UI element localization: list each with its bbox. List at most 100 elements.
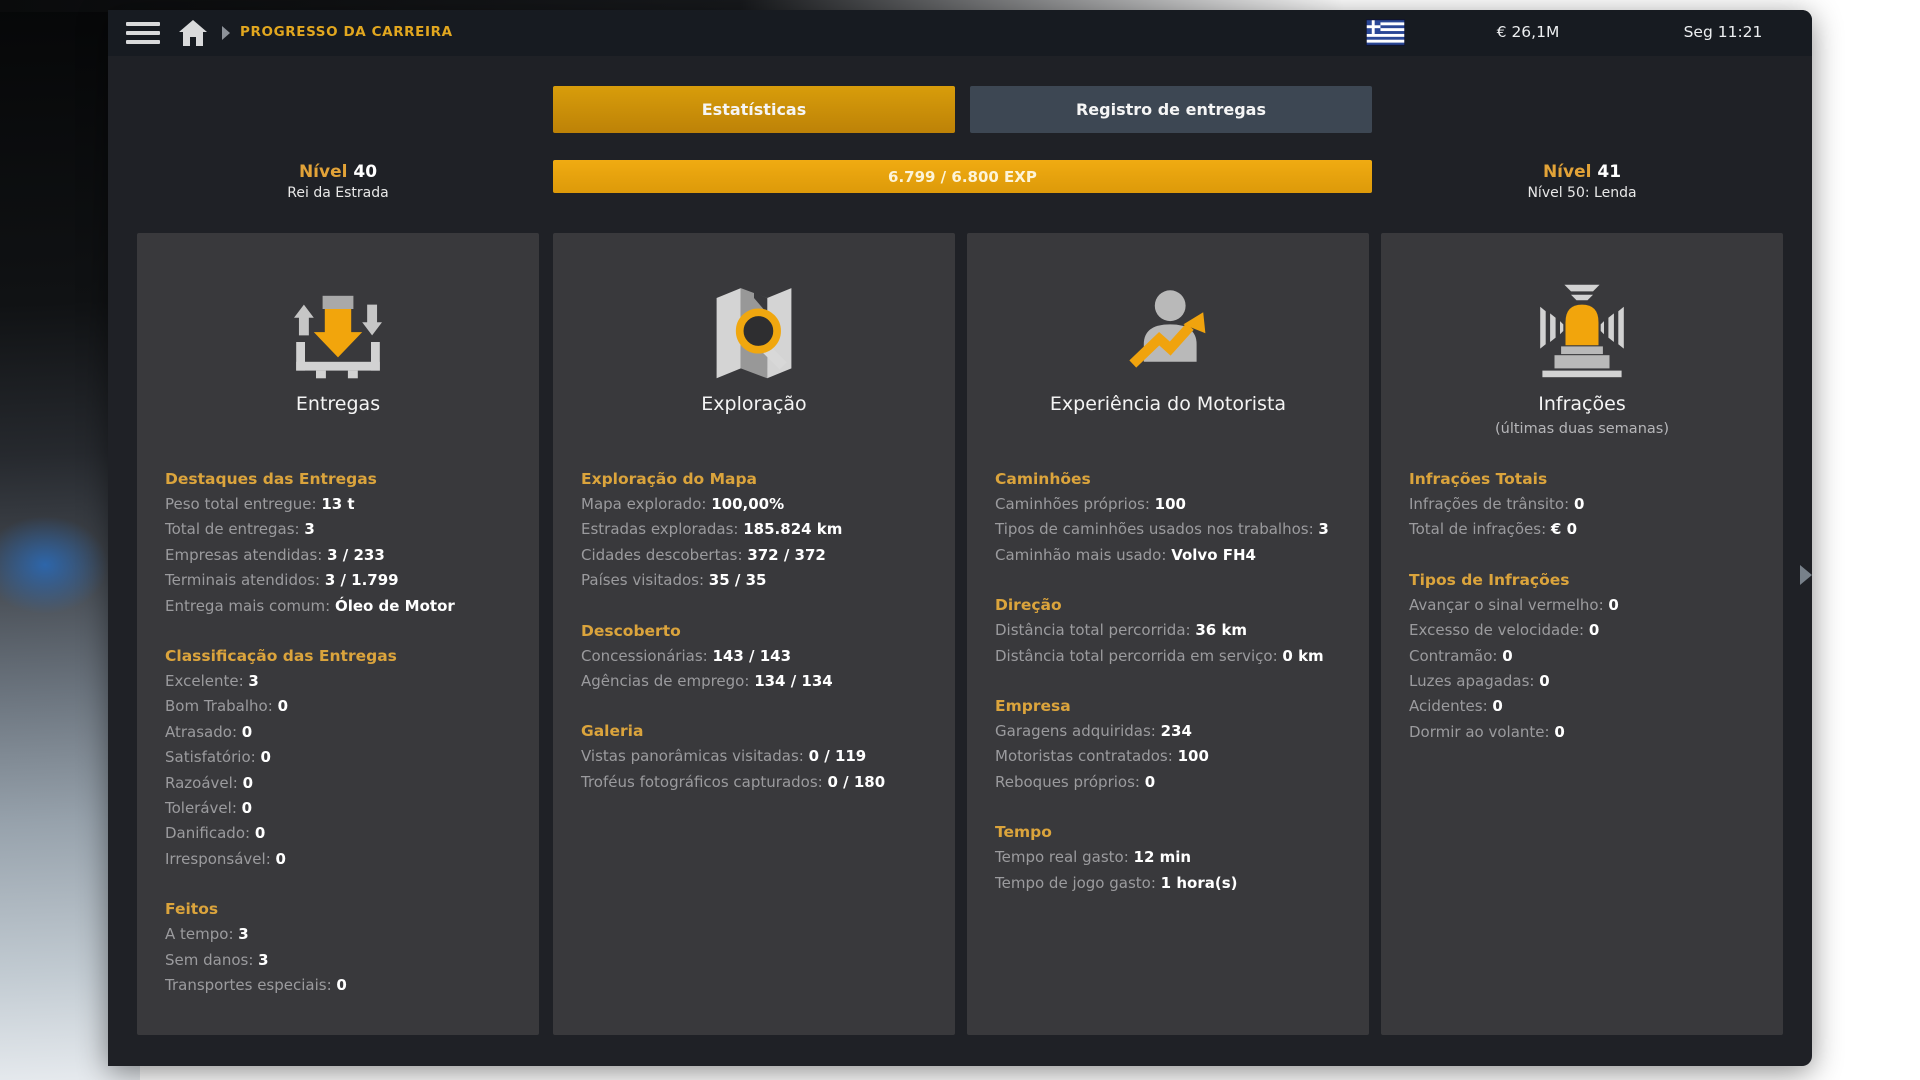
stat-value: 35 / 35 <box>708 571 767 590</box>
exp-progress-fill: 6.799 / 6.800 EXP <box>553 160 1372 193</box>
stat-label: Contramão: <box>1409 646 1503 665</box>
stat-value: 100,00% <box>711 495 785 513</box>
exp-progress-text: 6.799 / 6.800 EXP <box>888 167 1037 186</box>
stat-line: Cidades descobertas: 372 / 372 <box>581 543 939 568</box>
stat-line: Tempo real gasto: 12 min <box>995 845 1353 870</box>
stat-value: 0 <box>260 748 271 767</box>
stat-value: 100 <box>1177 747 1209 766</box>
stat-label: Peso total entregue: <box>165 495 322 513</box>
stat-value: 0 / 180 <box>827 772 886 791</box>
stat-line: Acidentes: 0 <box>1409 694 1767 719</box>
cargo-delivery-icon <box>137 271 539 391</box>
game-time: Seg 11:21 <box>1683 23 1763 41</box>
stat-line: Dormir ao volante: 0 <box>1409 720 1767 745</box>
stat-label: Países visitados: <box>581 571 709 590</box>
stat-label: Danificado: <box>165 824 255 843</box>
stat-label: Empresas atendidas: <box>165 545 328 564</box>
card-driver-experience: Experiência do Motorista Caminhões Caminh… <box>967 233 1369 1035</box>
stat-line: Irresponsável: 0 <box>165 847 523 872</box>
card-title: Entregas <box>295 393 381 415</box>
stat-label: Avançar o sinal vermelho: <box>1409 595 1609 614</box>
stat-label: Tipos de caminhões usados nos trabalhos: <box>995 520 1319 539</box>
stat-value: 185.824 km <box>743 520 843 539</box>
card-title: Infrações <box>1538 393 1626 415</box>
section-header: Tipos de Infrações <box>1409 570 1570 589</box>
section-header: Empresa <box>995 697 1071 716</box>
stat-line: Total de infrações: € 0 <box>1409 517 1767 542</box>
stat-label: Motoristas contratados: <box>995 747 1178 766</box>
stat-line: Concessionárias: 143 / 143 <box>581 644 939 669</box>
stat-label: Excelente: <box>165 672 249 691</box>
stat-label: Terminais atendidos: <box>165 571 325 590</box>
stat-line: Tempo de jogo gasto: 1 hora(s) <box>995 871 1353 896</box>
stat-line: Estradas exploradas: 185.824 km <box>581 517 939 542</box>
stat-value: 0 <box>1539 672 1550 691</box>
stat-line: Terminais atendidos: 3 / 1.799 <box>165 568 523 593</box>
stat-label: Sem danos: <box>165 950 259 969</box>
stat-value: € 0 <box>1550 520 1578 539</box>
stat-value: 0 km <box>1282 646 1324 665</box>
stat-label: Tolerável: <box>165 799 242 818</box>
stat-label: Cidades descobertas: <box>581 545 748 564</box>
menu-icon[interactable] <box>126 22 160 44</box>
exp-progress-bar: 6.799 / 6.800 EXP <box>553 160 1372 193</box>
stat-label: Excesso de velocidade: <box>1409 621 1589 640</box>
stat-line: Total de entregas: 3 <box>165 517 523 542</box>
stat-label: Agências de emprego: <box>581 672 755 691</box>
top-bar: PROGRESSO DA CARREIRA € 26,1M Seg 11:21 <box>108 10 1812 56</box>
stat-value: 0 <box>241 799 253 818</box>
stat-line: Empresas atendidas: 3 / 233 <box>165 543 523 568</box>
stat-line: Mapa explorado: 100,00% <box>581 492 939 517</box>
level-rank-title: Rei da Estrada <box>287 185 389 201</box>
section-header: Destaques das Entregas <box>165 470 377 488</box>
stat-line: Agências de emprego: 134 / 134 <box>581 669 939 694</box>
home-icon[interactable] <box>178 19 208 47</box>
tab-statistics[interactable]: Estatísticas <box>553 86 955 133</box>
stat-line: Razoável: 0 <box>165 771 523 796</box>
stat-value: 0 <box>277 697 288 716</box>
tab-delivery-log[interactable]: Registro de entregas <box>970 86 1372 133</box>
career-progress-panel: PROGRESSO DA CARREIRA € 26,1M Seg 11:21 … <box>108 10 1812 1066</box>
breadcrumb-chevron-icon <box>222 26 230 40</box>
stat-value: 3 / 1.799 <box>324 571 399 590</box>
stat-value: 100 <box>1154 495 1186 513</box>
stat-value: 143 / 143 <box>712 646 792 665</box>
stat-label: Dormir ao volante: <box>1409 722 1555 741</box>
stat-label: Troféus fotográficos capturados: <box>581 772 828 791</box>
stat-value: 0 <box>254 824 266 843</box>
stat-line: Avançar o sinal vermelho: 0 <box>1409 593 1767 618</box>
stat-line: Luzes apagadas: 0 <box>1409 669 1767 694</box>
stat-label: Acidentes: <box>1409 697 1493 716</box>
stat-label: Atrasado: <box>165 722 242 741</box>
stat-value: 0 <box>1608 595 1619 614</box>
stats-section: Tempo Tempo real gasto: 12 min Tempo de jo… <box>995 819 1353 896</box>
background-top-streak <box>0 0 1344 12</box>
driver-experience-icon <box>967 271 1369 391</box>
next-level-block: Nível 41 Nível 50: Lenda <box>1381 162 1783 201</box>
section-header: Infrações Totais <box>1409 470 1548 488</box>
stat-label: Transportes especiais: <box>165 976 337 995</box>
stat-value: 36 km <box>1195 621 1248 640</box>
stat-value: 0 <box>336 976 347 995</box>
stats-section: Galeria Vistas panorâmicas visitadas: 0 /… <box>581 718 939 795</box>
stat-label: Infrações de trânsito: <box>1409 495 1574 513</box>
stat-line: Países visitados: 35 / 35 <box>581 568 939 593</box>
stat-value: 3 <box>258 950 269 969</box>
stat-value: 0 <box>242 773 254 792</box>
stat-line: Peso total entregue: 13 t <box>165 492 523 517</box>
map-exploration-icon <box>553 271 955 391</box>
stat-line: Satisfatório: 0 <box>165 745 523 770</box>
stat-label: A tempo: <box>165 925 239 944</box>
stat-label: Irresponsável: <box>165 849 276 868</box>
stat-label: Distância total percorrida: <box>995 621 1196 640</box>
stat-value: 234 <box>1160 722 1192 741</box>
card-title: Experiência do Motorista <box>1049 393 1287 415</box>
scroll-right-arrow-icon[interactable] <box>1800 565 1812 585</box>
stat-line: Excesso de velocidade: 0 <box>1409 618 1767 643</box>
stat-line: Bom Trabalho: 0 <box>165 694 523 719</box>
stat-line: Infrações de trânsito: 0 <box>1409 492 1767 517</box>
stat-line: Atrasado: 0 <box>165 720 523 745</box>
stat-label: Mapa explorado: <box>581 495 712 513</box>
stat-line: Contramão: 0 <box>1409 644 1767 669</box>
stat-value: 3 <box>304 520 315 539</box>
